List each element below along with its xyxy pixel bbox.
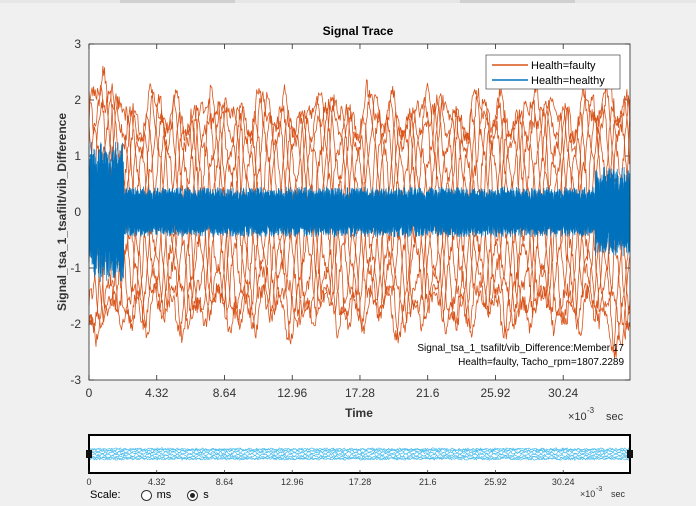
overview-trace	[88, 447, 631, 461]
y-tick-label: 0	[74, 205, 81, 219]
series-healthy	[88, 141, 631, 283]
legend-label-healthy: Health=healthy	[531, 75, 605, 87]
overview-unit-multiplier: ×10 -3 sec	[580, 486, 626, 499]
y-tick-label: 2	[74, 93, 81, 107]
ov-x-tick-label: 30.24	[552, 477, 575, 487]
right-handle[interactable]	[627, 450, 633, 458]
ov-unit-sec: sec	[611, 489, 626, 499]
radio-s[interactable]	[187, 489, 199, 501]
x-ticks: 0 4.32 8.64 12.96 17.28 21.6 25.92 30.24	[86, 44, 579, 400]
annotation-line-2: Health=faulty, Tacho_rpm=1807.2289	[458, 357, 624, 368]
scale-selector: Scale: ms s	[90, 486, 209, 504]
x-tick-label: 25.92	[480, 386, 510, 400]
signal-trace-chart: -3 -2 -1 0 1 2 3 0 4.32 8.64 12.96 17.28 21.6 25.92 3…	[55, 24, 631, 423]
y-tick-label: 1	[74, 149, 81, 163]
window-top-strip	[0, 0, 696, 3]
y-tick-label: -1	[70, 261, 81, 275]
y-tick-label: 3	[74, 37, 81, 51]
legend: Health=faulty Health=healthy	[485, 54, 621, 90]
x-unit-multiplier: ×10 -3 sec	[568, 406, 624, 423]
y-tick-label: -3	[70, 373, 81, 387]
ov-x-tick-label: 4.32	[148, 477, 166, 487]
ov-x-tick-label: 25.92	[484, 477, 507, 487]
x-tick-label: 17.28	[345, 386, 375, 400]
x-tick-label: 21.6	[416, 386, 440, 400]
ov-x-tick-label: 12.96	[281, 477, 304, 487]
x-axis-label: Time	[345, 406, 373, 420]
annotation-line-1: Signal_tsa_1_tsafilt/vib_Difference:Memb…	[417, 343, 624, 354]
x-tick-label: 4.32	[145, 386, 169, 400]
overview-trace	[88, 447, 630, 461]
y-axis-label: Signal_tsa_1_tsafilt/vib_Difference	[55, 113, 69, 311]
x-tick-label: 8.64	[213, 386, 237, 400]
ov-unit-times-ten: ×10	[580, 489, 595, 499]
overview-x-ticks: 0 4.32 8.64 12.96 17.28 21.6 25.92 30.24	[86, 470, 574, 487]
ov-unit-exponent: -3	[596, 486, 602, 493]
y-tick-label: -2	[70, 317, 81, 331]
overview-panner-chart[interactable]: 0 4.32 8.64 12.96 17.28 21.6 25.92 30.24 ×10 -3…	[0, 426, 696, 506]
x-unit-sec: sec	[606, 411, 624, 423]
x-unit-exponent: -3	[587, 406, 595, 415]
plot-frame	[88, 43, 631, 381]
top-tab-left	[120, 0, 235, 3]
x-unit-times-ten: ×10	[568, 411, 587, 423]
scale-label: Scale:	[90, 489, 121, 501]
healthy-trace	[88, 153, 631, 272]
top-tab-right	[460, 0, 575, 3]
x-tick-label: 30.24	[548, 386, 578, 400]
faulty-trace	[88, 90, 631, 322]
chart-title: Signal Trace	[323, 24, 394, 38]
legend-box	[485, 54, 621, 90]
scale-option-ms[interactable]: ms	[140, 489, 172, 501]
radio-ms[interactable]	[140, 489, 152, 501]
overview-trace	[88, 447, 631, 461]
faulty-trace	[88, 90, 631, 346]
ov-x-tick-label: 21.6	[419, 477, 437, 487]
scale-option-ms-label: ms	[156, 489, 172, 501]
scale-option-s[interactable]: s	[187, 489, 209, 501]
x-tick-label: 12.96	[277, 386, 307, 400]
overview-series	[88, 447, 631, 461]
x-tick-label: 0	[86, 386, 93, 400]
scale-option-s-label: s	[203, 489, 209, 501]
ov-x-tick-label: 0	[86, 477, 91, 487]
left-handle[interactable]	[86, 450, 92, 458]
ov-x-tick-label: 17.28	[349, 477, 372, 487]
ov-x-tick-label: 8.64	[216, 477, 234, 487]
legend-label-faulty: Health=faulty	[531, 60, 596, 72]
